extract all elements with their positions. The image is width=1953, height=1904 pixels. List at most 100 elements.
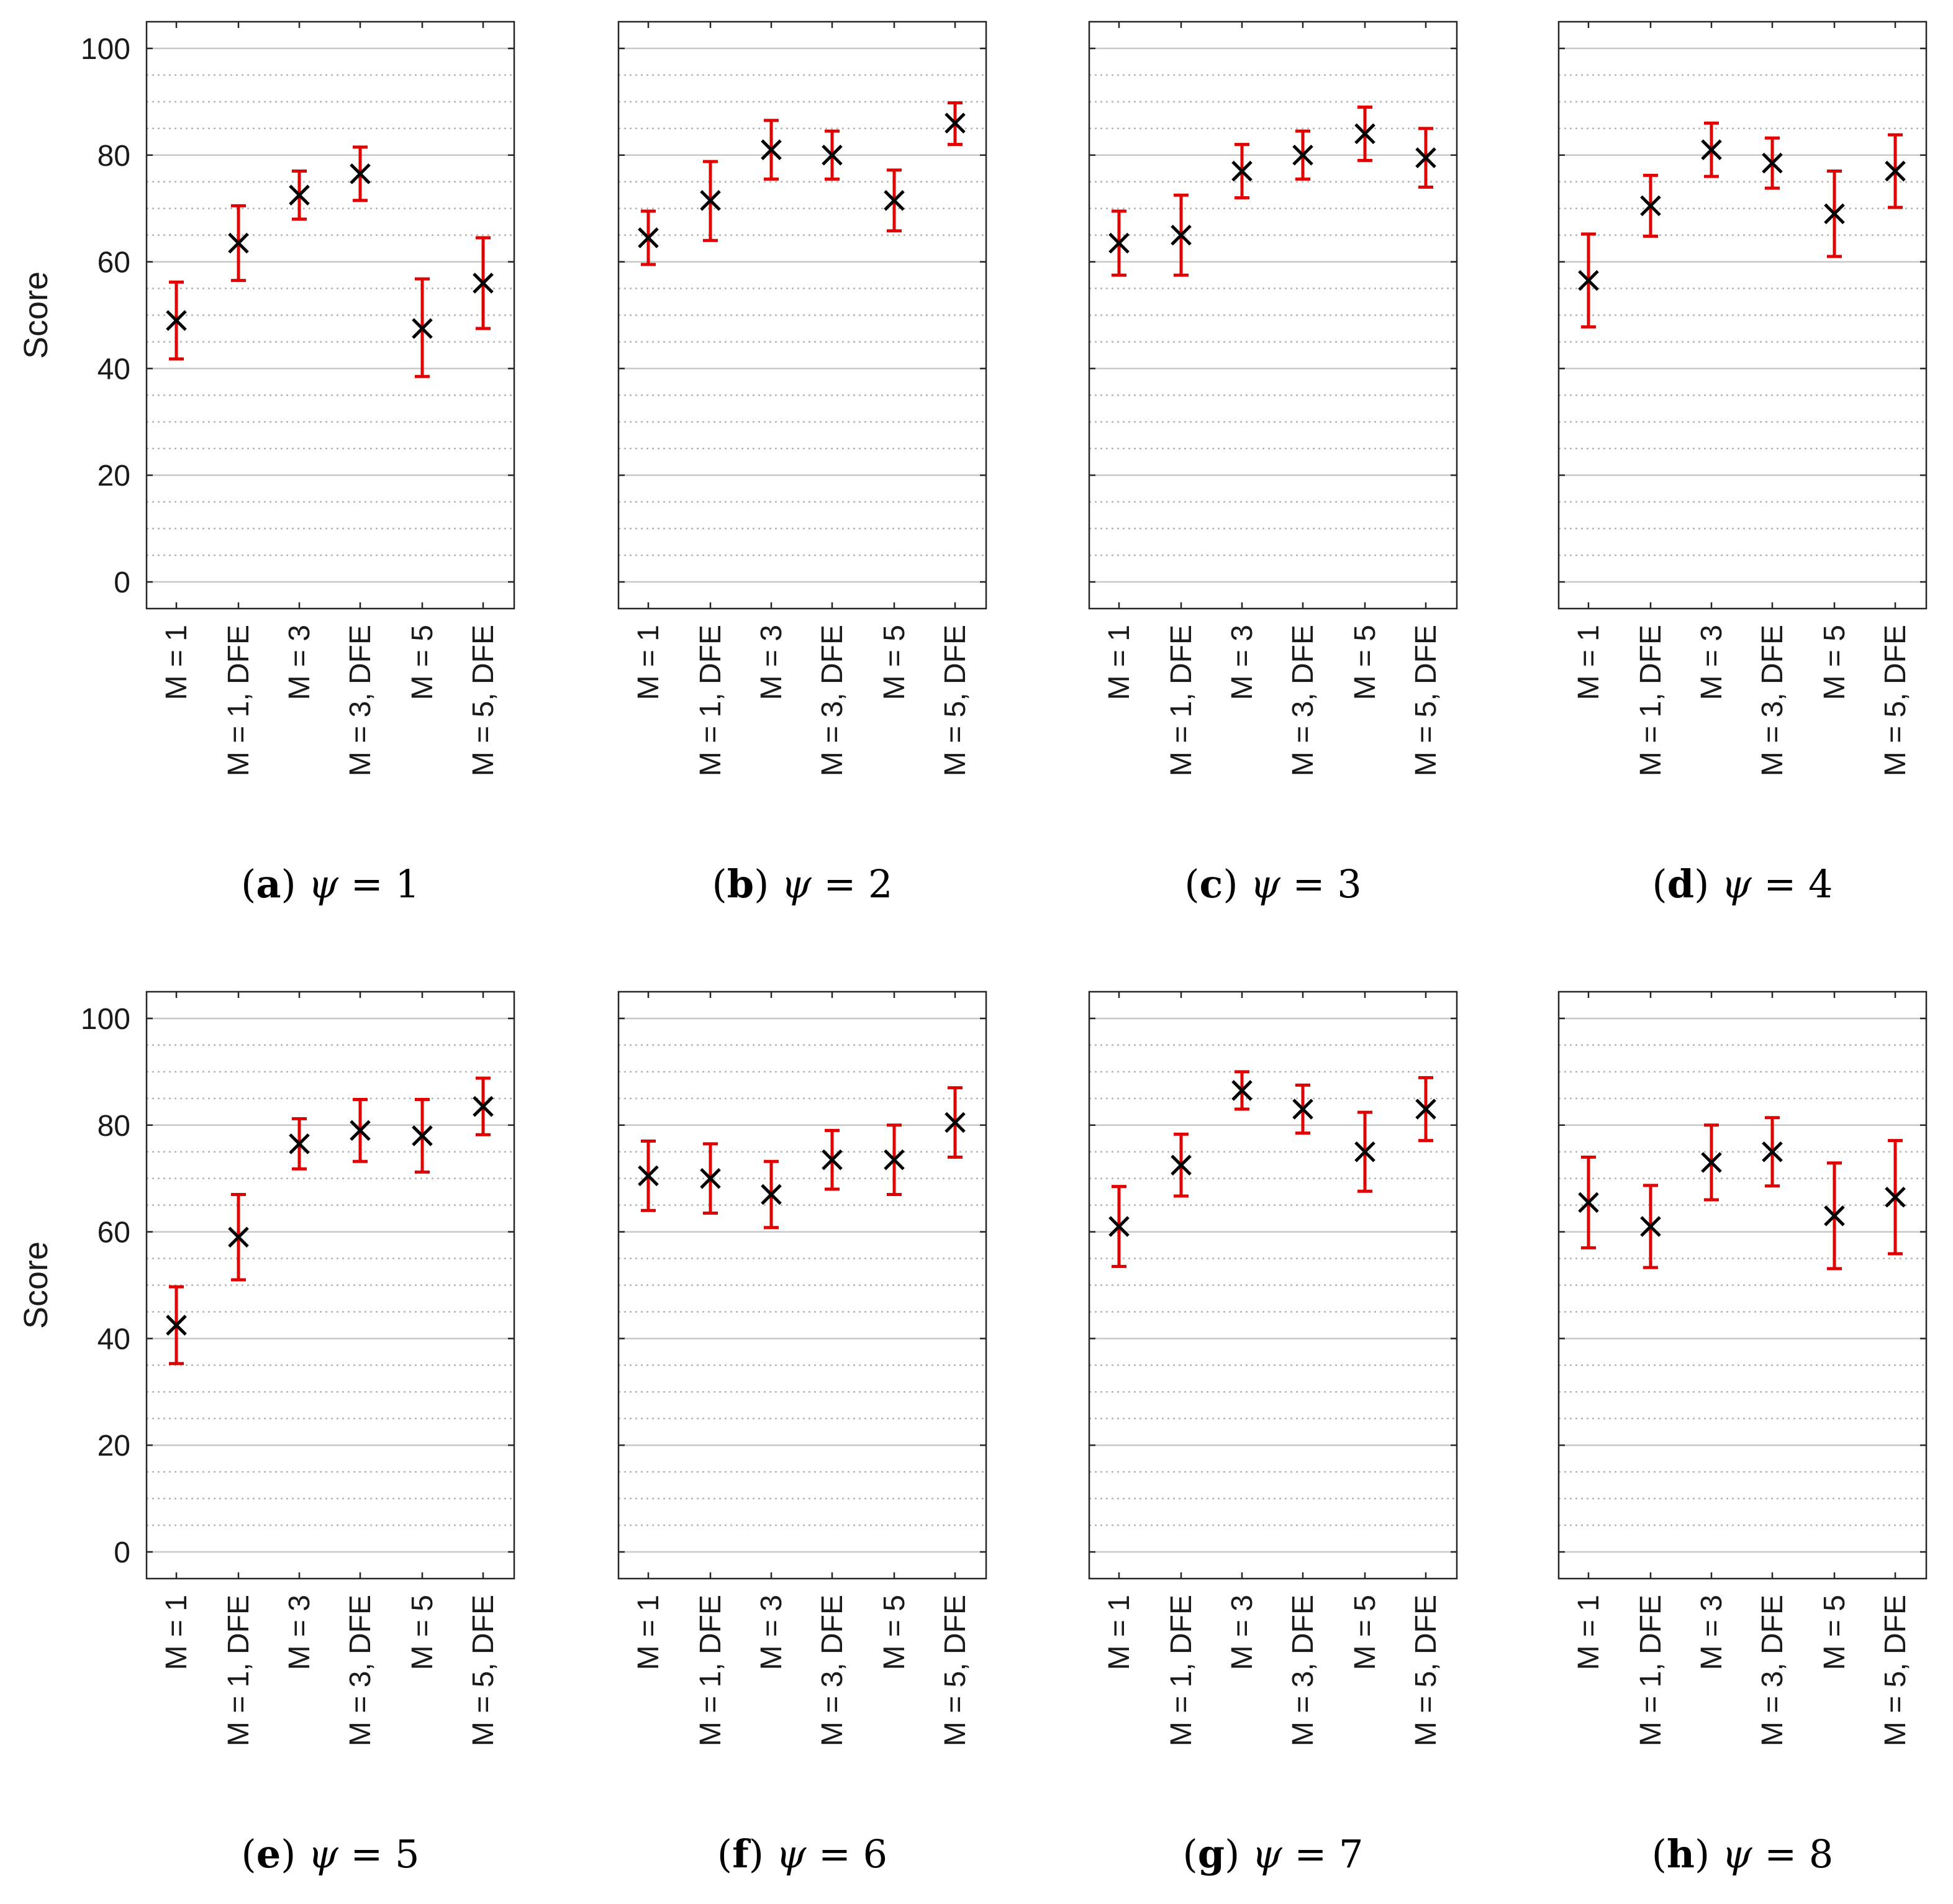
x-tick-label: M = 5, DFE: [467, 1595, 500, 1746]
data-marker: [945, 112, 966, 134]
subplot-caption: (g) ψ = 7: [1183, 1831, 1364, 1877]
data-marker: [822, 1149, 843, 1171]
x-tick-label: M = 1: [1103, 1595, 1136, 1670]
x-tick-label: M = 5: [1818, 1595, 1851, 1670]
x-tick-label: M = 5, DFE: [467, 625, 500, 776]
axes-box: [617, 991, 987, 1580]
data-marker: [1231, 160, 1253, 182]
x-tick-label: M = 3: [283, 1595, 316, 1670]
x-tick-label: M = 5, DFE: [1410, 1595, 1443, 1746]
data-marker: [1415, 147, 1436, 168]
x-tick-label: M = 5: [1349, 625, 1382, 700]
y-tick-label: 20: [97, 1430, 130, 1462]
data-marker: [1640, 195, 1661, 217]
data-marker: [473, 273, 494, 294]
x-tick-label: M = 5: [1818, 625, 1851, 700]
x-tick-label: M = 5, DFE: [939, 1595, 972, 1746]
x-tick-label: M = 3: [1695, 1595, 1728, 1670]
y-tick-label: 100: [81, 1003, 130, 1036]
subplot-caption: (b) ψ = 2: [712, 861, 893, 907]
data-marker: [166, 1315, 187, 1336]
data-marker: [228, 1226, 249, 1248]
data-marker: [1108, 1216, 1130, 1237]
x-tick-label: M = 3, DFE: [1756, 1595, 1789, 1746]
x-tick-label: M = 3: [1226, 625, 1259, 700]
x-tick-label: M = 3: [755, 625, 788, 700]
data-marker: [945, 1112, 966, 1133]
subplot-b: M = 1 M = 1, DFE M = 3 M = 3, DFE M = 5 M = 5…: [617, 20, 987, 907]
x-tick-label: M = 1, DFE: [222, 625, 255, 776]
data-marker: [761, 1184, 782, 1205]
data-marker: [1292, 1099, 1313, 1120]
subplot-d: M = 1 M = 1, DFE M = 3 M = 3, DFE M = 5 M = 5…: [1557, 20, 1928, 907]
x-tick-label: M = 5, DFE: [1410, 625, 1443, 776]
data-marker: [1762, 152, 1783, 174]
x-tick-label: M = 3, DFE: [344, 1595, 377, 1746]
data-marker: [884, 190, 905, 211]
x-tick-label: M = 1: [160, 1595, 193, 1670]
axes-box: [1088, 991, 1458, 1580]
data-marker: [884, 1149, 905, 1171]
data-marker: [1824, 203, 1845, 225]
axes-box: [617, 20, 987, 610]
data-marker: [1701, 139, 1722, 160]
y-tick-label: 0: [114, 1536, 130, 1569]
y-tick-label: 40: [97, 353, 130, 386]
x-tick-label: M = 1: [160, 625, 193, 700]
subplot-caption: (d) ψ = 4: [1652, 861, 1833, 907]
y-tick-label: 40: [97, 1323, 130, 1356]
data-marker: [1171, 224, 1192, 246]
x-tick-label: M = 5: [406, 625, 439, 700]
y-tick-label: 20: [97, 460, 130, 492]
data-marker: [166, 310, 187, 331]
x-tick-label: M = 5: [878, 625, 911, 700]
subplot-g: M = 1 M = 1, DFE M = 3 M = 3, DFE M = 5 M = 5…: [1088, 991, 1458, 1877]
data-marker: [638, 227, 659, 248]
data-marker: [228, 232, 249, 254]
x-tick-label: M = 1: [632, 1595, 665, 1670]
data-marker: [350, 163, 371, 184]
x-tick-label: M = 1: [1572, 625, 1605, 700]
x-tick-label: M = 5, DFE: [939, 625, 972, 776]
subplot-e: 0 20 40 60 80 100 Score M = 1 M = 1, DFE M = 3 M =…: [17, 991, 515, 1877]
x-tick-label: M = 1, DFE: [1634, 1595, 1667, 1746]
subplot-caption: (h) ψ = 8: [1652, 1831, 1834, 1877]
data-marker: [1171, 1154, 1192, 1176]
x-tick-label: M = 3, DFE: [344, 625, 377, 776]
axes-box: [1088, 20, 1458, 610]
data-marker: [412, 318, 433, 339]
axes-box: [145, 991, 515, 1580]
data-marker: [1108, 232, 1130, 254]
data-marker: [700, 190, 721, 211]
x-tick-label: M = 3, DFE: [1287, 625, 1320, 776]
x-tick-label: M = 3: [1695, 625, 1728, 700]
subplot-caption: (a) ψ = 1: [241, 861, 420, 907]
data-marker: [1578, 1192, 1599, 1213]
x-tick-label: M = 3: [283, 625, 316, 700]
x-tick-label: M = 5: [878, 1595, 911, 1670]
data-marker: [289, 184, 310, 206]
x-tick-label: M = 1: [632, 625, 665, 700]
y-tick-label: 0: [114, 566, 130, 599]
data-marker: [761, 139, 782, 160]
data-marker: [700, 1167, 721, 1189]
y-tick-label: 60: [97, 247, 130, 279]
x-tick-label: M = 3, DFE: [1756, 625, 1789, 776]
x-tick-label: M = 5: [406, 1595, 439, 1670]
x-tick-label: M = 1, DFE: [1165, 1595, 1198, 1746]
x-tick-label: M = 1, DFE: [694, 625, 727, 776]
data-marker: [822, 145, 843, 166]
x-tick-label: M = 1: [1103, 625, 1136, 700]
data-marker: [473, 1095, 494, 1117]
data-marker: [412, 1125, 433, 1146]
data-marker: [1885, 1186, 1906, 1208]
data-marker: [1354, 1141, 1375, 1163]
data-marker: [1354, 123, 1375, 145]
axes-box: [145, 20, 515, 610]
subplot-f: M = 1 M = 1, DFE M = 3 M = 3, DFE M = 5 M = 5…: [617, 991, 987, 1877]
subplot-a: 0 20 40 60 80 100 Score M = 1 M = 1, DFE M = 3 M =…: [17, 20, 515, 907]
subplot-caption: (e) ψ = 5: [242, 1831, 420, 1877]
data-marker: [1824, 1205, 1845, 1226]
y-axis-label: Score: [17, 1241, 55, 1329]
